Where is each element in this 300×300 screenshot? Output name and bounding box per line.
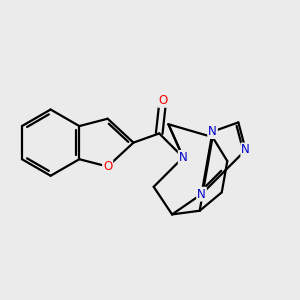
Text: N: N [241,143,250,157]
Text: N: N [208,125,217,138]
Text: O: O [158,94,167,107]
Text: O: O [103,160,112,173]
Text: N: N [179,151,188,164]
Text: N: N [197,188,206,201]
